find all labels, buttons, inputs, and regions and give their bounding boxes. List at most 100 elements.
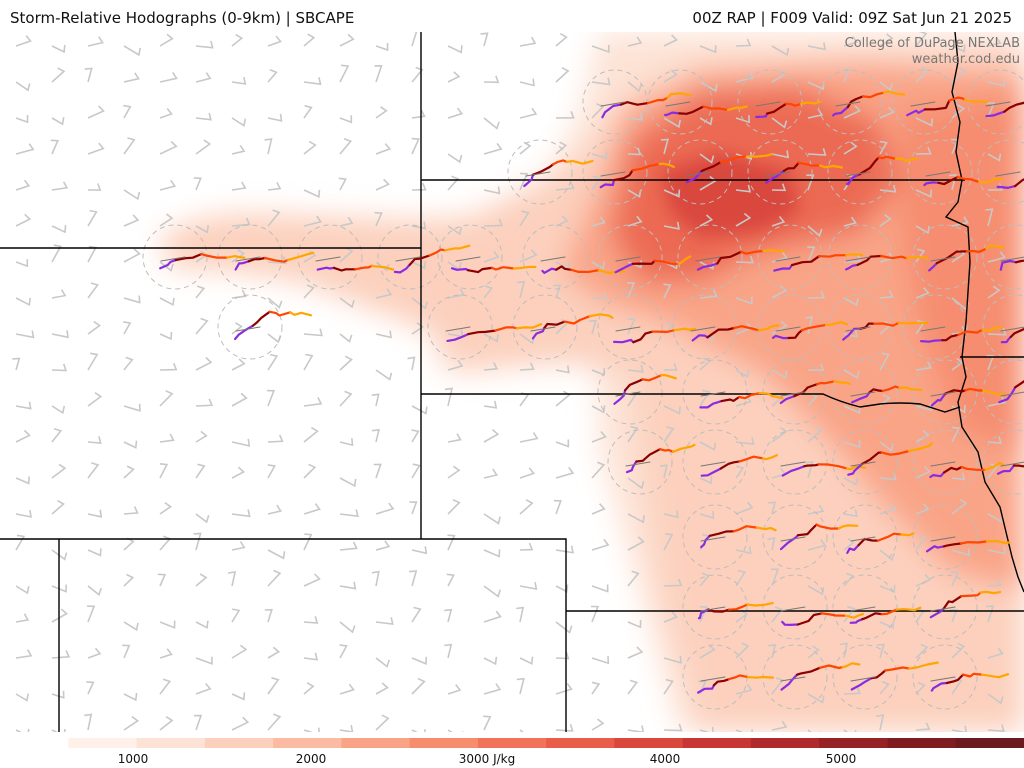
- hodograph-segment: [755, 526, 777, 532]
- cape-core: [660, 152, 800, 237]
- wind-barb: [483, 610, 502, 623]
- wind-barb: [339, 477, 357, 488]
- hodograph-ring: [582, 69, 648, 135]
- wind-barb: [627, 620, 642, 629]
- storm-motion-vector: [1000, 391, 1024, 397]
- hodograph-segment: [631, 259, 656, 265]
- wind-barb: [159, 140, 178, 155]
- wind-barb: [87, 183, 102, 191]
- hodograph: [234, 251, 315, 271]
- wind-barb: [51, 463, 67, 479]
- wind-barb: [231, 692, 246, 701]
- hodograph-segment: [900, 532, 915, 537]
- wind-barb: [15, 429, 31, 443]
- wind-barb: [159, 620, 176, 629]
- wind-barb: [879, 106, 895, 119]
- border-line: [0, 538, 567, 732]
- hodograph-segment: [884, 666, 911, 672]
- wind-barb: [303, 573, 321, 587]
- wind-barb: [339, 138, 353, 155]
- hodograph-segment: [635, 448, 662, 463]
- wind-barb: [411, 182, 427, 191]
- wind-barb: [303, 353, 314, 371]
- colorbar-tick: 5000: [825, 752, 857, 766]
- hodograph-segment: [174, 253, 203, 262]
- wind-barb: [195, 72, 212, 83]
- hodograph-segment: [841, 662, 861, 669]
- wind-barb: [15, 534, 26, 551]
- hodograph-ring: [762, 574, 828, 640]
- storm-motion-vector: [625, 461, 651, 467]
- wind-barb: [951, 642, 966, 659]
- storm-motion-vector: [835, 101, 861, 107]
- wind-barb: [123, 573, 135, 587]
- wind-barb: [519, 249, 538, 263]
- hodograph: [700, 454, 778, 477]
- wind-barb: [123, 440, 138, 449]
- hodograph-ring: [737, 69, 803, 135]
- wind-barb: [411, 546, 428, 555]
- hodograph-segment: [803, 463, 820, 468]
- wind-barb: [375, 369, 393, 381]
- wind-barb: [87, 209, 98, 227]
- map-panel[interactable]: [0, 32, 1024, 732]
- wind-barb: [159, 502, 173, 515]
- storm-motion-vector: [845, 256, 871, 262]
- wind-barb: [411, 137, 420, 155]
- hodograph-segment: [908, 661, 939, 670]
- wind-barb: [411, 463, 421, 479]
- hodograph-segment: [962, 672, 984, 678]
- wind-barb: [555, 141, 568, 155]
- hodograph-ring: [827, 294, 893, 360]
- hodograph-segment: [408, 254, 431, 266]
- hodograph-segment: [1014, 259, 1024, 264]
- watermark: College of DuPage NEXLAB weather.cod.edu: [845, 36, 1020, 68]
- storm-motion-vector: [315, 256, 341, 262]
- storm-motion-vector: [235, 256, 261, 262]
- wind-barb: [555, 66, 570, 83]
- wind-barb: [371, 428, 380, 443]
- hodograph: [850, 385, 923, 404]
- wind-barb: [843, 141, 858, 155]
- hodograph-segment: [907, 441, 934, 453]
- wind-barb: [159, 463, 169, 479]
- hodograph-segment: [706, 326, 736, 339]
- hodograph-ring: [677, 224, 743, 290]
- hodograph-ring: [832, 644, 898, 710]
- hodograph: [445, 323, 543, 342]
- storm-motion-vector: [925, 171, 951, 177]
- hodograph-segment: [268, 310, 292, 317]
- colorbar-tick: 3000 J/kg: [458, 752, 516, 766]
- wind-barb: [735, 184, 752, 193]
- storm-motion-vector: [930, 391, 956, 397]
- hodograph-segment: [466, 266, 494, 274]
- wind-barb: [159, 261, 174, 272]
- hodograph-segment: [851, 391, 871, 404]
- hodograph-segment: [700, 161, 722, 173]
- wind-barb: [123, 403, 141, 412]
- hodograph-segment: [944, 389, 967, 395]
- colorbar-segment: [955, 738, 1024, 748]
- hodograph: [234, 310, 313, 341]
- wind-barb: [735, 729, 753, 732]
- wind-barb: [195, 573, 208, 587]
- wind-barb: [339, 390, 353, 407]
- wind-barb: [51, 405, 66, 415]
- wind-barb: [483, 428, 500, 443]
- map-canvas[interactable]: [0, 32, 1024, 732]
- storm-motion-vector: [160, 256, 186, 262]
- wind-barb: [411, 677, 426, 695]
- storm-motion-vector: [930, 256, 956, 262]
- wind-barb: [591, 538, 610, 551]
- hodograph-segment: [815, 523, 840, 530]
- hodograph-segment: [234, 260, 250, 271]
- wind-barb: [555, 439, 570, 448]
- hodograph-segment: [845, 173, 861, 186]
- hodograph-ring: [597, 294, 663, 360]
- hodograph: [779, 380, 851, 405]
- hodograph-segment: [631, 162, 661, 172]
- wind-barb: [519, 432, 539, 443]
- hodograph-segment: [658, 448, 675, 453]
- hodograph-segment: [923, 99, 951, 111]
- hodograph-segment: [720, 395, 741, 403]
